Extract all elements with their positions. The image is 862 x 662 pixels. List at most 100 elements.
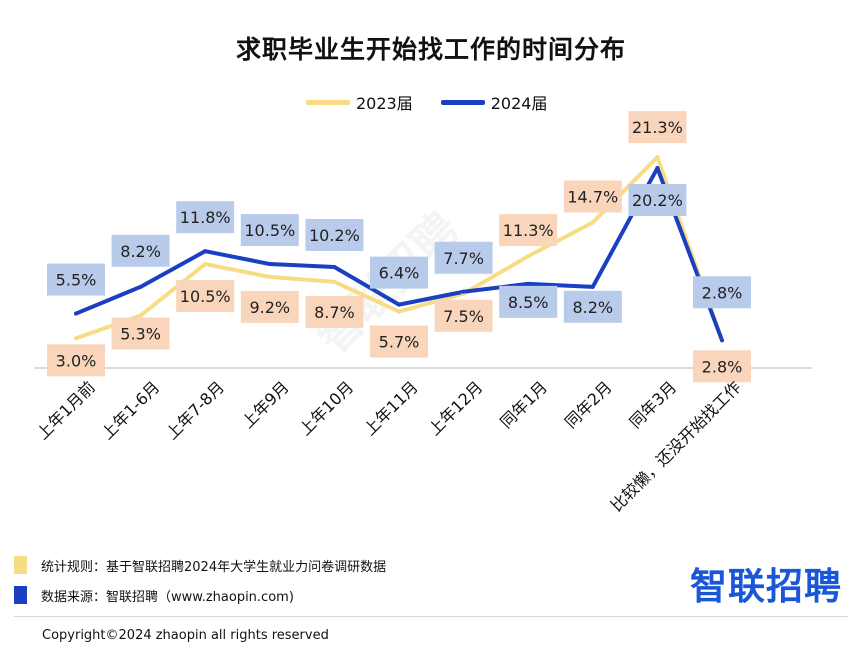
data-label-box — [240, 290, 299, 323]
data-point-2024届-8 — [590, 284, 595, 289]
data-label-2024届-7: 8.5% — [499, 285, 558, 318]
data-label-box — [434, 299, 493, 332]
data-label-box — [176, 280, 235, 313]
legend-swatch-2023 — [306, 99, 350, 105]
data-label-text: 8.2% — [572, 298, 613, 317]
data-label-text: 5.5% — [56, 271, 97, 290]
chart-legend: 2023届 2024届 — [306, 90, 575, 114]
data-label-2024届-6: 7.7% — [434, 241, 493, 274]
data-label-box — [111, 317, 170, 350]
x-tick-label-1: 上年1-6月 — [98, 377, 164, 443]
legend-swatch-2024 — [440, 99, 485, 105]
data-label-box — [499, 214, 558, 247]
data-label-text: 11.8% — [180, 208, 231, 227]
data-label-box — [370, 256, 428, 289]
data-label-box — [628, 184, 687, 217]
data-label-box — [305, 295, 364, 328]
data-label-text: 2.8% — [702, 283, 743, 302]
data-label-text: 5.7% — [379, 333, 420, 352]
data-point-2023届-0 — [74, 336, 78, 341]
data-label-2023届-10: 2.8% — [693, 350, 751, 383]
data-point-2023届-2 — [203, 262, 208, 267]
x-tick-label-3: 上年9月 — [238, 377, 293, 432]
data-label-2023届-2: 10.5% — [176, 280, 235, 313]
data-label-2024届-10: 2.8% — [693, 276, 751, 309]
data-point-2023届-8 — [590, 220, 595, 225]
note-rule-text: 统计规则：基于智联招聘2024年大学生就业力问卷调研数据 — [41, 559, 387, 575]
data-label-text: 21.3% — [632, 118, 683, 137]
data-label-text: 10.2% — [309, 226, 360, 245]
data-point-2024届-0 — [74, 311, 78, 316]
data-label-2023届-6: 7.5% — [434, 299, 493, 332]
data-label-box — [176, 201, 235, 234]
data-label-2023届-5: 5.7% — [370, 325, 428, 358]
data-point-2024届-3 — [267, 262, 272, 267]
legend-item-2024: 2024届 — [440, 90, 548, 114]
copyright-text: Copyright©2024 zhaopin all rights reserv… — [42, 628, 329, 643]
data-point-2024届-4 — [332, 265, 337, 270]
data-label-text: 10.5% — [180, 287, 231, 306]
data-label-text: 7.5% — [443, 307, 484, 326]
x-tick-label-5: 上年11月 — [360, 377, 422, 439]
data-label-box — [47, 263, 105, 296]
data-label-box — [240, 214, 299, 247]
data-label-text: 8.7% — [314, 303, 355, 322]
data-label-text: 2.8% — [702, 357, 743, 376]
data-label-2024届-5: 6.4% — [370, 256, 428, 289]
data-label-2023届-7: 11.3% — [499, 214, 558, 247]
chart-title: 求职毕业生开始找工作的时间分布 — [235, 35, 626, 64]
brand-logo: 智联招聘 — [690, 565, 842, 608]
data-label-text: 3.0% — [56, 351, 97, 370]
data-label-box — [305, 219, 364, 252]
data-label-2024届-2: 11.8% — [176, 201, 235, 234]
data-label-2023届-4: 8.7% — [305, 295, 364, 328]
data-label-box — [693, 276, 751, 309]
legend-label-2024: 2024届 — [490, 94, 548, 113]
data-label-box — [370, 325, 428, 358]
data-label-box — [47, 344, 105, 377]
data-point-2024届-5 — [397, 302, 401, 307]
data-point-2023届-5 — [397, 309, 401, 314]
data-label-2023届-1: 5.3% — [111, 317, 170, 350]
data-point-2023届-9 — [655, 155, 660, 160]
x-tick-label-6: 上年12月 — [425, 377, 487, 439]
data-label-2024届-8: 8.2% — [563, 290, 622, 323]
data-label-box — [628, 111, 687, 144]
data-label-2024届-9: 20.2% — [628, 184, 687, 217]
line-chart: 3.0% 5.3% 10.5% 9.2% 8.7% 5.7% 7.5% 11.3% 14.7% 2… — [33, 111, 812, 515]
footer-divider — [14, 616, 848, 617]
data-point-2024届-10 — [720, 338, 724, 343]
x-tick-label-8: 同年2月 — [561, 377, 616, 432]
data-label-2024届-0: 5.5% — [47, 263, 105, 296]
x-tick-label-0: 上年1月前 — [33, 377, 99, 443]
legend-item-2023: 2023届 — [306, 90, 413, 114]
data-label-box — [693, 350, 751, 383]
data-label-text: 10.5% — [244, 221, 295, 240]
data-label-text: 5.3% — [120, 325, 161, 344]
data-label-2023届-9: 21.3% — [628, 111, 687, 144]
data-label-box — [563, 180, 622, 213]
x-tick-label-7: 同年1月 — [496, 377, 551, 432]
data-label-text: 14.7% — [567, 187, 618, 206]
data-label-text: 8.5% — [508, 293, 549, 312]
data-point-2023届-4 — [332, 279, 337, 284]
data-label-2024届-1: 8.2% — [111, 234, 170, 267]
series-line-2024届 — [74, 166, 724, 343]
note-rule-marker — [14, 556, 27, 574]
data-label-2023届-3: 9.2% — [240, 290, 299, 323]
data-point-2024届-6 — [461, 289, 466, 294]
data-point-2023届-1 — [138, 313, 143, 318]
x-tick-label-2: 上年7-8月 — [162, 377, 228, 443]
x-tick-label-9: 同年3月 — [626, 377, 681, 432]
data-point-2024届-1 — [138, 284, 143, 289]
data-label-2023届-0: 3.0% — [47, 344, 105, 377]
note-source-marker — [14, 586, 27, 604]
data-label-2023届-8: 14.7% — [563, 180, 622, 213]
note-rule: 统计规则：基于智联招聘2024年大学生就业力问卷调研数据 — [14, 556, 387, 575]
x-tick-label-10: 比较懒，还没开始找工作 — [607, 377, 745, 515]
data-label-text: 9.2% — [249, 298, 290, 317]
note-source-text: 数据来源：智联招聘（www.zhaopin.com) — [41, 589, 294, 605]
data-point-2024届-9 — [655, 166, 660, 171]
chart-notes: 统计规则：基于智联招聘2024年大学生就业力问卷调研数据 数据来源：智联招聘（w… — [14, 556, 386, 616]
data-label-box — [111, 234, 170, 267]
